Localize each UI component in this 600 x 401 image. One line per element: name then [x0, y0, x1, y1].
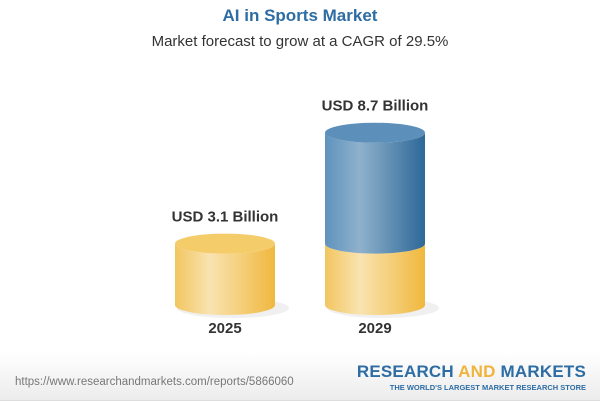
research-and-markets-logo[interactable]: RESEARCH AND MARKETS THE WORLD'S LARGEST…	[357, 362, 586, 392]
logo-text-and: AND	[458, 362, 496, 381]
chart-title: AI in Sports Market	[222, 6, 378, 25]
data-label: USD 3.1 Billion	[172, 209, 279, 226]
logo-text-markets: MARKETS	[495, 362, 586, 381]
bar-base-segment	[325, 243, 425, 315]
source-url[interactable]: https://www.researchandmarkets.com/repor…	[15, 376, 294, 388]
bar-growth-segment	[325, 132, 425, 254]
category-label: 2025	[208, 320, 241, 337]
logo-tagline: THE WORLD'S LARGEST MARKET RESEARCH STOR…	[389, 383, 586, 392]
bar-top-cap	[175, 233, 275, 254]
data-label: USD 8.7 Billion	[322, 98, 429, 115]
bar-top-cap	[325, 122, 425, 143]
cylinder-chart: USD 3.1 Billion 2025 USD 8.7 Billion 2029	[172, 98, 439, 337]
bar-base-segment	[175, 243, 275, 315]
category-label: 2029	[358, 320, 391, 337]
logo-text-research: RESEARCH	[356, 362, 459, 381]
chart-subtitle: Market forecast to grow at a CAGR of 29.…	[151, 33, 449, 50]
footer: https://www.researchandmarkets.com/repor…	[0, 352, 600, 401]
